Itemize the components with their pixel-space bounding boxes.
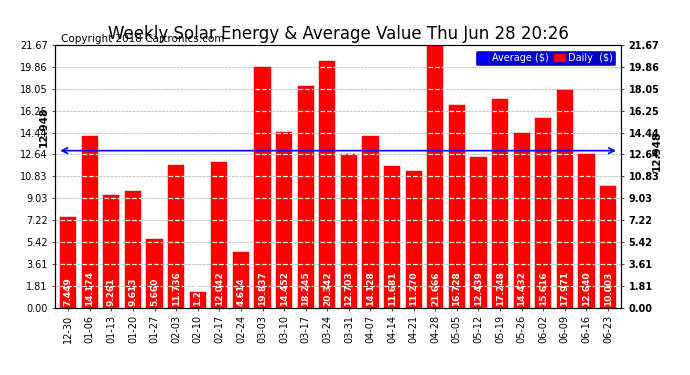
Bar	[513, 133, 530, 308]
Text: 10.003: 10.003	[604, 272, 613, 306]
Text: 19.837: 19.837	[258, 271, 267, 306]
Bar	[190, 292, 206, 308]
Text: 5.660: 5.660	[150, 278, 159, 306]
Text: 12.703: 12.703	[344, 271, 353, 306]
Bar	[427, 45, 444, 308]
Text: 12.042: 12.042	[215, 271, 224, 306]
Text: 17.248: 17.248	[495, 271, 504, 306]
Bar	[471, 157, 486, 308]
Text: 11.736: 11.736	[172, 271, 181, 306]
Bar	[600, 186, 616, 308]
Text: 11.270: 11.270	[409, 271, 418, 306]
Bar	[341, 154, 357, 308]
Text: 12.640: 12.640	[582, 271, 591, 306]
Bar	[384, 166, 400, 308]
Text: 14.432: 14.432	[518, 271, 526, 306]
Text: 9.261: 9.261	[107, 277, 116, 306]
Bar	[211, 162, 228, 308]
Bar	[406, 171, 422, 308]
Text: 14.128: 14.128	[366, 271, 375, 306]
Text: 15.616: 15.616	[539, 271, 548, 306]
Bar	[255, 67, 270, 308]
Text: 12.948: 12.948	[652, 130, 662, 171]
Bar	[146, 239, 163, 308]
Text: Copyright 2018 Cartronics.com: Copyright 2018 Cartronics.com	[61, 34, 224, 45]
Text: 20.342: 20.342	[323, 271, 332, 306]
Text: 7.449: 7.449	[63, 277, 72, 306]
Bar	[168, 165, 184, 308]
Bar	[362, 136, 379, 308]
Text: 4.614: 4.614	[237, 277, 246, 306]
Text: 14.174: 14.174	[86, 271, 95, 306]
Bar	[297, 87, 314, 308]
Bar	[60, 217, 77, 308]
Text: 9.613: 9.613	[128, 277, 137, 306]
Text: 12.439: 12.439	[474, 271, 483, 306]
Bar	[276, 132, 292, 308]
Bar	[535, 118, 551, 308]
Title: Weekly Solar Energy & Average Value Thu Jun 28 20:26: Weekly Solar Energy & Average Value Thu …	[108, 26, 569, 44]
Bar	[319, 61, 335, 308]
Text: 12.948: 12.948	[39, 107, 49, 147]
Bar	[233, 252, 249, 308]
Bar	[578, 154, 595, 308]
Text: 11.681: 11.681	[388, 271, 397, 306]
Legend: Average ($), Daily  ($): Average ($), Daily ($)	[475, 50, 616, 66]
Bar	[81, 136, 98, 308]
Text: 21.666: 21.666	[431, 271, 440, 306]
Bar	[104, 195, 119, 308]
Bar	[557, 90, 573, 308]
Bar	[492, 99, 508, 308]
Text: 18.245: 18.245	[302, 271, 310, 306]
Text: 16.728: 16.728	[453, 271, 462, 306]
Text: 14.452: 14.452	[279, 271, 288, 306]
Bar	[448, 105, 465, 308]
Bar	[125, 191, 141, 308]
Text: 17.971: 17.971	[560, 271, 569, 306]
Text: 1.293: 1.293	[193, 277, 202, 306]
